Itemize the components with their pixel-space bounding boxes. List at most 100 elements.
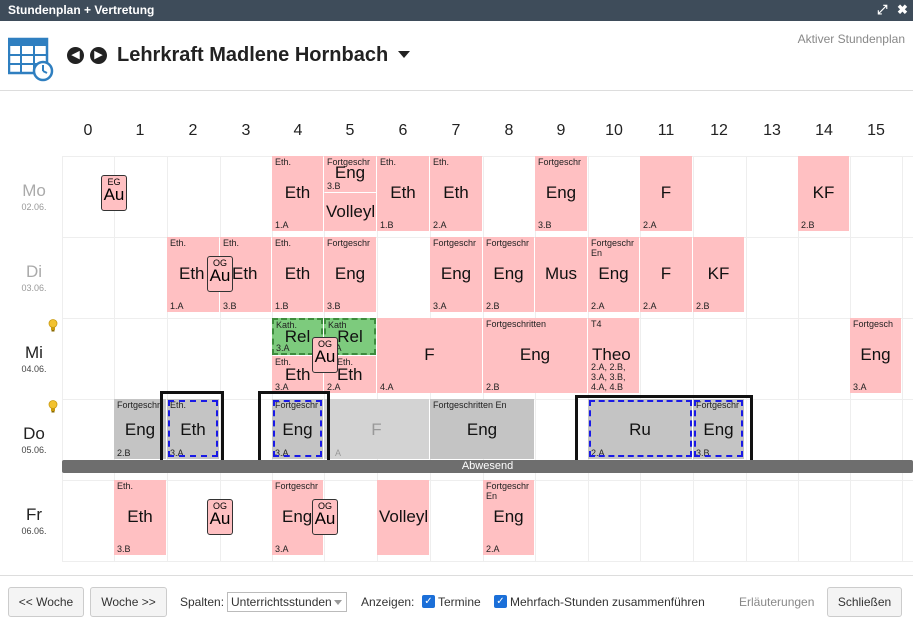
lesson-class: 3.A [276,343,290,353]
lesson-cell[interactable]: Volleyl [324,193,376,231]
header: ◀ ▶ Lehrkraft Madlene Hornbach Aktiver S… [0,21,913,91]
appointment-marker[interactable]: OG Au [207,256,233,292]
lesson-cell-absent[interactable]: F A [324,399,429,459]
next-teacher-button[interactable]: ▶ [90,47,107,64]
lesson-cell[interactable]: Eth. Eth 3.B [220,237,271,312]
lesson-cell[interactable]: Fortgeschr Eng 3.B [535,156,587,231]
lesson-class: 2.A [643,301,657,311]
lesson-subtitle: Fortgeschr [696,400,740,410]
column-header: 11 [657,122,675,139]
column-header: 0 [83,122,93,139]
lesson-cell[interactable]: KF 2.B [798,156,849,231]
next-week-button[interactable]: Woche >> [90,587,167,617]
grid-line [640,156,641,562]
lesson-subject: Eng [440,264,472,283]
lesson-class: 3.A [275,448,289,458]
lesson-subtitle: Eth. [275,357,292,367]
lesson-cell[interactable]: Eth. Eth 2.A [430,156,482,231]
lesson-cell-absent[interactable]: Eth. Eth 3.A [167,399,219,459]
lesson-class: 2.A [591,301,605,311]
prev-week-button[interactable]: << Woche [8,587,84,617]
lesson-subtitle: Eth. [275,238,292,248]
footer-toolbar: << Woche Woche >> Spalten: Unterrichtsst… [0,575,913,625]
lesson-cell[interactable]: T4 Theo 2.A, 2.B, 3.A, 3.B, 4.A, 4.B [588,318,639,393]
appointment-label: Au [314,347,336,366]
lesson-cell[interactable]: KF 2.B [693,237,744,312]
prev-teacher-button[interactable]: ◀ [67,47,84,64]
lesson-cell-absent[interactable]: Fortgeschr Eng 3.A [272,399,323,459]
appointment-marker[interactable]: EG Au [101,175,127,211]
lesson-subject: Theo [592,345,631,364]
grid-line [220,156,221,562]
lightbulb-icon[interactable] [48,319,58,332]
lesson-subject: Eng [493,507,524,526]
lesson-cell[interactable]: F 2.A [640,237,692,312]
lesson-subject: Rel [337,327,363,346]
lesson-class: 2.A [486,544,500,554]
lesson-class: 2.B [117,448,131,458]
close-icon[interactable]: ✖ [897,2,908,17]
grid-line [167,156,168,562]
explanations-link[interactable]: Erläuterungen [739,595,815,609]
appointment-marker[interactable]: OG Au [312,499,338,535]
lesson-cell[interactable]: Eth. Eth 3.B [114,480,166,555]
lesson-cell-absent[interactable]: Fortgeschr Eng 2.B [114,399,166,459]
lesson-cell[interactable]: Fortgeschr En Eng 2.A [588,237,639,312]
lesson-class: 2.B [696,301,710,311]
lesson-cell[interactable]: Eth. Eth 1.B [272,237,323,312]
column-header: 6 [398,122,408,139]
merge-lessons-checkbox[interactable]: ✓ [494,595,507,608]
lesson-cell-absent[interactable]: Ru 2.A [588,399,692,459]
columns-select[interactable]: Unterrichtsstunden [227,592,347,612]
lesson-cell[interactable]: Fortgeschr Eng 3.B [324,237,376,312]
day-label-do: Do [23,424,45,443]
lesson-cell[interactable]: Fortgeschr En Eng 2.A [483,480,534,555]
lesson-cell[interactable]: F 4.A [377,318,482,393]
lesson-subtitle: Fortgeschritten [486,319,547,329]
lesson-subject: KF [707,264,730,283]
appointment-label: Au [103,185,125,204]
lesson-cell[interactable]: Fortgeschr Eng 3.A [430,237,482,312]
appointment-floor: OG [212,501,227,511]
lesson-cell[interactable]: Fortgeschr Eng 3.B [324,156,376,192]
column-header: 14 [815,122,833,139]
lesson-subject: Eth [179,264,205,283]
day-date-di: 03.06. [21,283,47,293]
grid-line [62,561,913,562]
lesson-subject: Eng [124,420,156,439]
lesson-cell-absent[interactable]: Fortgeschritten En Eng [430,399,534,459]
column-header: 3 [241,122,251,139]
lesson-cell[interactable]: Volleyl [377,480,429,555]
appointments-checkbox[interactable]: ✓ [422,595,435,608]
appointment-marker[interactable]: OG Au [207,499,233,535]
lesson-subtitle: Fortgeschr [433,238,477,248]
lesson-class: 1.A [275,220,289,230]
lesson-cell[interactable]: Eth. Eth 1.A [272,156,323,231]
appointment-marker[interactable]: OG Au [312,337,338,373]
lesson-subject: Eth [232,264,258,283]
lightbulb-icon[interactable] [48,400,58,413]
lesson-cell-absent[interactable]: Fortgeschr Eng 3.B [693,399,744,459]
lesson-subject: Volleyl [326,202,376,221]
expand-icon[interactable]: ⤢ [877,2,888,17]
grid-line [62,156,913,157]
lesson-subject: Eth [127,507,153,526]
teacher-dropdown-icon[interactable] [398,51,410,58]
lesson-cell[interactable]: Fortgesch Eng 3.A [850,318,901,393]
columns-label: Spalten: [180,595,225,609]
lesson-subject: KF [812,183,835,202]
lesson-cell[interactable]: Fortgeschr Eng 2.B [483,237,534,312]
lesson-subtitle: Fortgeschr [327,238,371,248]
lesson-subtitle: Kath [328,320,347,330]
close-button[interactable]: Schließen [827,587,902,617]
lesson-subtitle: Eth. [433,157,450,167]
lesson-cell[interactable]: Fortgeschritten Eng 2.B [483,318,587,393]
lesson-subtitle: Eth. [223,238,240,248]
grid-line [62,156,63,562]
lesson-cell[interactable]: Eth. Eth 1.B [377,156,429,231]
lesson-subject: Eng [545,183,577,202]
lesson-cell[interactable]: Mus [535,237,587,312]
lesson-cell[interactable]: F 2.A [640,156,692,231]
column-header: 9 [556,122,566,139]
